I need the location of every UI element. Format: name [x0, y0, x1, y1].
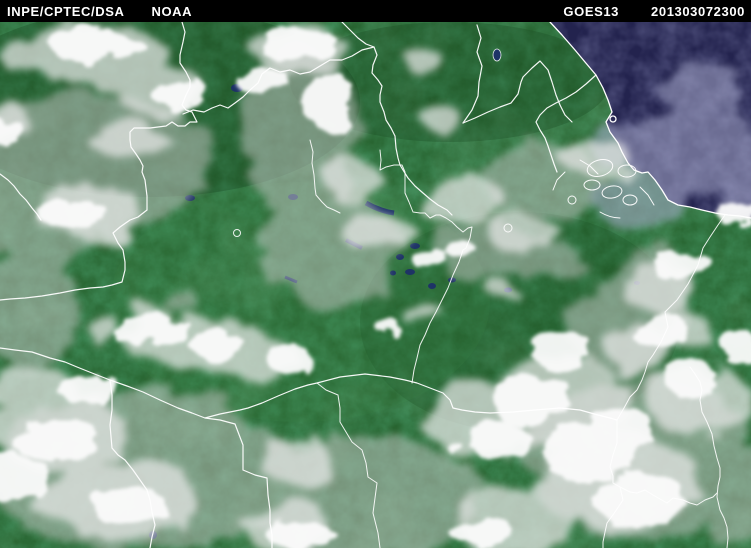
border-bolivia-brazil	[0, 347, 618, 421]
border-bolivia-east	[204, 417, 273, 548]
border-tocantins-west	[602, 214, 726, 548]
border-bolivia-south	[109, 379, 156, 548]
border-suriname-frguiana	[462, 60, 573, 124]
header-left: INPE/CPTEC/DSA NOAA	[7, 4, 192, 19]
cloud-layer	[0, 25, 751, 548]
border-amazonas-para	[379, 149, 473, 384]
border-frguiana-brazil	[535, 74, 597, 173]
coastline	[549, 22, 751, 219]
border-colombia-brazil	[129, 22, 198, 211]
border-venezuela-colombia	[182, 46, 375, 115]
estuary-outlines	[552, 159, 655, 219]
ocean-clouds	[590, 68, 751, 230]
border-peru-brazil	[0, 209, 148, 301]
satellite-label: GOES13	[563, 3, 620, 19]
header-right: GOES13 201303072300	[563, 4, 745, 19]
lake-marker-1	[503, 223, 513, 233]
timestamp-label: 201303072300	[651, 3, 745, 19]
border-tocantins-east	[619, 486, 718, 506]
country-borders	[0, 22, 618, 548]
border-rondonia-matogrosso	[316, 382, 381, 548]
border-guyana-suriname	[462, 24, 483, 124]
lake-marker-2	[233, 229, 241, 237]
satellite-map	[0, 22, 751, 548]
border-rionegro-state	[309, 139, 341, 214]
border-venezuela-guyana	[341, 22, 453, 216]
header-bar: INPE/CPTEC/DSA NOAA GOES13 201303072300	[0, 0, 751, 22]
agency-label: INPE/CPTEC/DSA	[7, 3, 125, 19]
noaa-label: NOAA	[151, 3, 193, 19]
border-maranhao	[689, 366, 729, 548]
border-peru-west	[0, 173, 42, 221]
state-borders	[233, 139, 729, 548]
